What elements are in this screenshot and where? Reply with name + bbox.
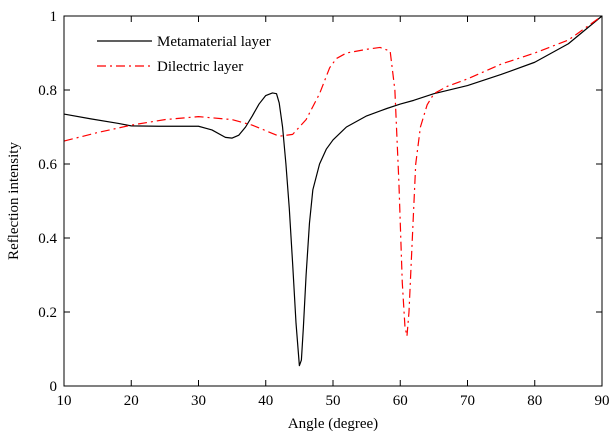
x-tick-label: 50 xyxy=(326,393,341,409)
x-tick-label: 90 xyxy=(595,393,610,409)
x-tick-label: 20 xyxy=(124,393,139,409)
x-tick-label: 30 xyxy=(191,393,206,409)
legend-label-2: Dilectric layer xyxy=(157,59,243,75)
y-tick-label: 0.8 xyxy=(38,83,57,99)
legend: Metamaterial layer Dilectric layer xyxy=(97,34,271,75)
y-tick-label: 1 xyxy=(50,9,58,25)
x-axis-label: Angle (degree) xyxy=(288,416,378,432)
y-tick-label: 0.4 xyxy=(38,231,57,247)
y-tick-label: 0.6 xyxy=(38,157,57,173)
x-tick-label: 70 xyxy=(460,393,475,409)
series-line-2 xyxy=(63,15,603,337)
x-tick-label: 60 xyxy=(393,393,408,409)
series-layer xyxy=(63,15,603,367)
x-tick-label: 10 xyxy=(57,393,72,409)
x-tick-label: 40 xyxy=(258,393,273,409)
x-tick-label: 80 xyxy=(527,393,542,409)
legend-label-1: Metamaterial layer xyxy=(157,34,271,50)
y-tick-label: 0.2 xyxy=(38,305,57,321)
ticks-layer: 10 20 30 40 50 60 70 80 90 0 0.2 0.4 0.6 0.8 1 xyxy=(38,9,609,409)
y-tick-label: 0 xyxy=(50,379,58,395)
y-axis-label: Reflection intensity xyxy=(6,142,22,260)
series-line-1 xyxy=(63,15,603,367)
